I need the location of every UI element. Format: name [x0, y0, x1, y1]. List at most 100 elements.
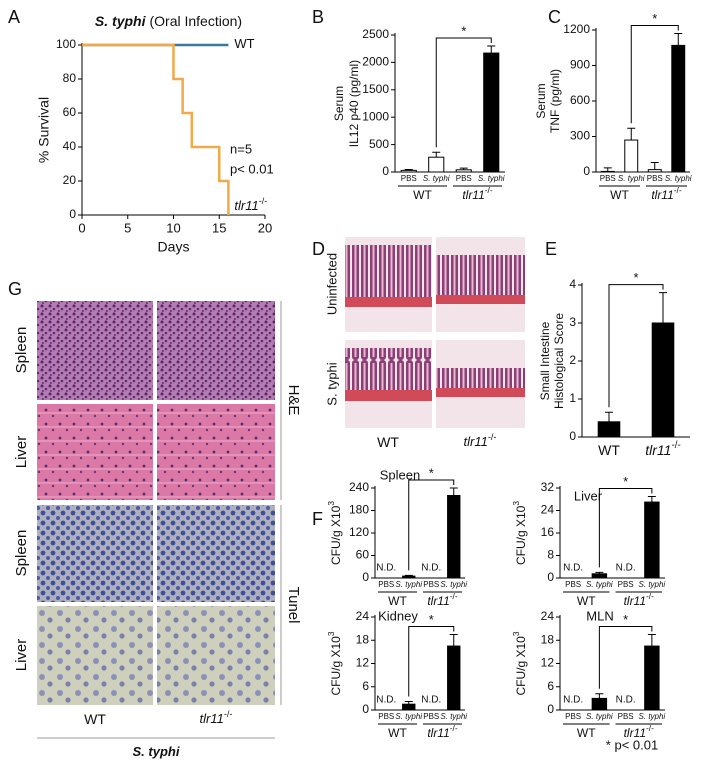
text-part: CFU/g X10 — [329, 505, 343, 565]
chart-title: Kidney — [378, 608, 418, 623]
text-part: WT — [610, 188, 629, 202]
significance-bracket — [408, 625, 455, 697]
group-label: WT — [577, 726, 596, 740]
chart-title: Spleen — [380, 467, 420, 482]
panel-label: B — [312, 7, 324, 27]
x-tick-label: PBS — [565, 712, 581, 721]
error-bar — [449, 633, 458, 647]
text-part: S. typhi — [95, 13, 147, 29]
text-part: WT — [388, 594, 407, 608]
significance-label: * — [461, 23, 466, 38]
text-part: Serum — [332, 86, 346, 121]
y-tick-label: 16 — [541, 525, 555, 539]
significance-bracket — [598, 487, 653, 568]
x-tick-label: PBS — [423, 712, 439, 721]
y-tick-label: 300 — [570, 129, 590, 143]
bar — [600, 170, 615, 173]
bar — [447, 645, 461, 711]
x-tick-label: S. typhi — [440, 580, 467, 589]
error-bar — [595, 693, 604, 699]
superscript: -/- — [224, 709, 233, 719]
row-label: Spleen — [13, 327, 30, 374]
y-tick-label: 900 — [570, 58, 590, 72]
bar — [644, 645, 660, 711]
text-part: tlr11 — [427, 594, 449, 608]
y-tick-label: 32 — [541, 480, 555, 494]
significance-label: * — [623, 474, 628, 489]
bar — [597, 421, 621, 438]
group-label: WT — [388, 726, 407, 740]
bar — [400, 169, 417, 173]
text-part: WT — [234, 36, 254, 51]
y-tick-label: 0 — [583, 164, 590, 178]
row-label: Spleen — [13, 530, 30, 577]
text-part: IL12 p40 (pg/ml) — [347, 60, 361, 147]
text-part: tlr11 — [624, 726, 646, 740]
bar — [624, 139, 639, 173]
bar — [428, 156, 445, 173]
text-part: (Oral Infection) — [149, 13, 242, 29]
significance-bracket — [408, 479, 455, 571]
error-bar — [487, 45, 496, 54]
column-label: WT — [84, 711, 106, 727]
error-bar — [459, 167, 468, 170]
superscript: 3 — [326, 501, 336, 506]
y-axis-label: Serum — [534, 83, 548, 118]
error-bar — [650, 162, 659, 170]
x-tick-label: S. typhi — [639, 712, 666, 721]
text-part: WT — [598, 442, 620, 458]
y-axis-label: Histological Score — [552, 313, 566, 409]
value-label: N.D. — [563, 695, 583, 706]
bar — [651, 322, 675, 438]
y-tick-label: 20 — [63, 173, 77, 187]
row-label: S. typhi — [324, 362, 339, 405]
x-tick-label: 15 — [212, 220, 226, 235]
bar — [455, 169, 472, 173]
x-tick-label: PBS — [423, 580, 439, 589]
significance-bracket — [608, 284, 664, 408]
error-bar — [404, 574, 413, 577]
text-part: CFU/g X10 — [329, 636, 343, 696]
y-axis-label: CFU/g X103 — [326, 501, 343, 565]
error-bar — [449, 487, 458, 496]
annotation: n=5 — [230, 141, 252, 156]
significance-label: * — [623, 612, 628, 627]
text-part: WT — [388, 726, 407, 740]
value-label: N.D. — [376, 563, 396, 574]
x-tick-label: PBS — [378, 580, 394, 589]
superscript: -/- — [450, 723, 458, 733]
row-label: Liver — [13, 436, 30, 469]
text-part: WT — [413, 188, 432, 202]
text-part: WT — [84, 711, 106, 727]
superscript: 3 — [511, 631, 521, 636]
y-tick-label: 4 — [569, 277, 576, 291]
superscript: -/- — [488, 432, 497, 442]
text-part: tlr11 — [464, 434, 488, 449]
text-part: tlr11 — [427, 726, 449, 740]
y-tick-label: 0 — [69, 207, 76, 221]
y-tick-label: 2500 — [362, 27, 389, 41]
y-tick-label: 40 — [63, 139, 77, 153]
y-tick-label: 2 — [569, 353, 576, 367]
y-tick-label: 18 — [356, 632, 370, 646]
value-label: N.D. — [563, 563, 583, 574]
x-tick-label: PBS — [565, 580, 581, 589]
y-tick-label: 12 — [356, 656, 370, 670]
y-tick-label: 8 — [547, 548, 554, 562]
panel-label: D — [312, 239, 325, 259]
superscript: -/- — [646, 591, 654, 601]
text-part: tlr11 — [200, 711, 224, 726]
text-part: TNF (pg/ml) — [548, 69, 562, 133]
y-tick-label: 2000 — [362, 55, 389, 69]
bar — [447, 495, 461, 579]
panel-label: C — [548, 7, 561, 27]
column-label: tlr11-/- — [200, 709, 233, 726]
y-axis-label: CFU/g X103 — [511, 631, 528, 695]
y-axis-label: CFU/g X103 — [511, 501, 528, 565]
series-label: WT — [234, 36, 254, 51]
group-label: WT — [413, 188, 432, 202]
x-tick-label: S. typhi — [639, 580, 666, 589]
micrograph-g — [37, 301, 282, 739]
y-tick-label: 6 — [362, 679, 369, 693]
y-tick-label: 0 — [547, 570, 554, 584]
